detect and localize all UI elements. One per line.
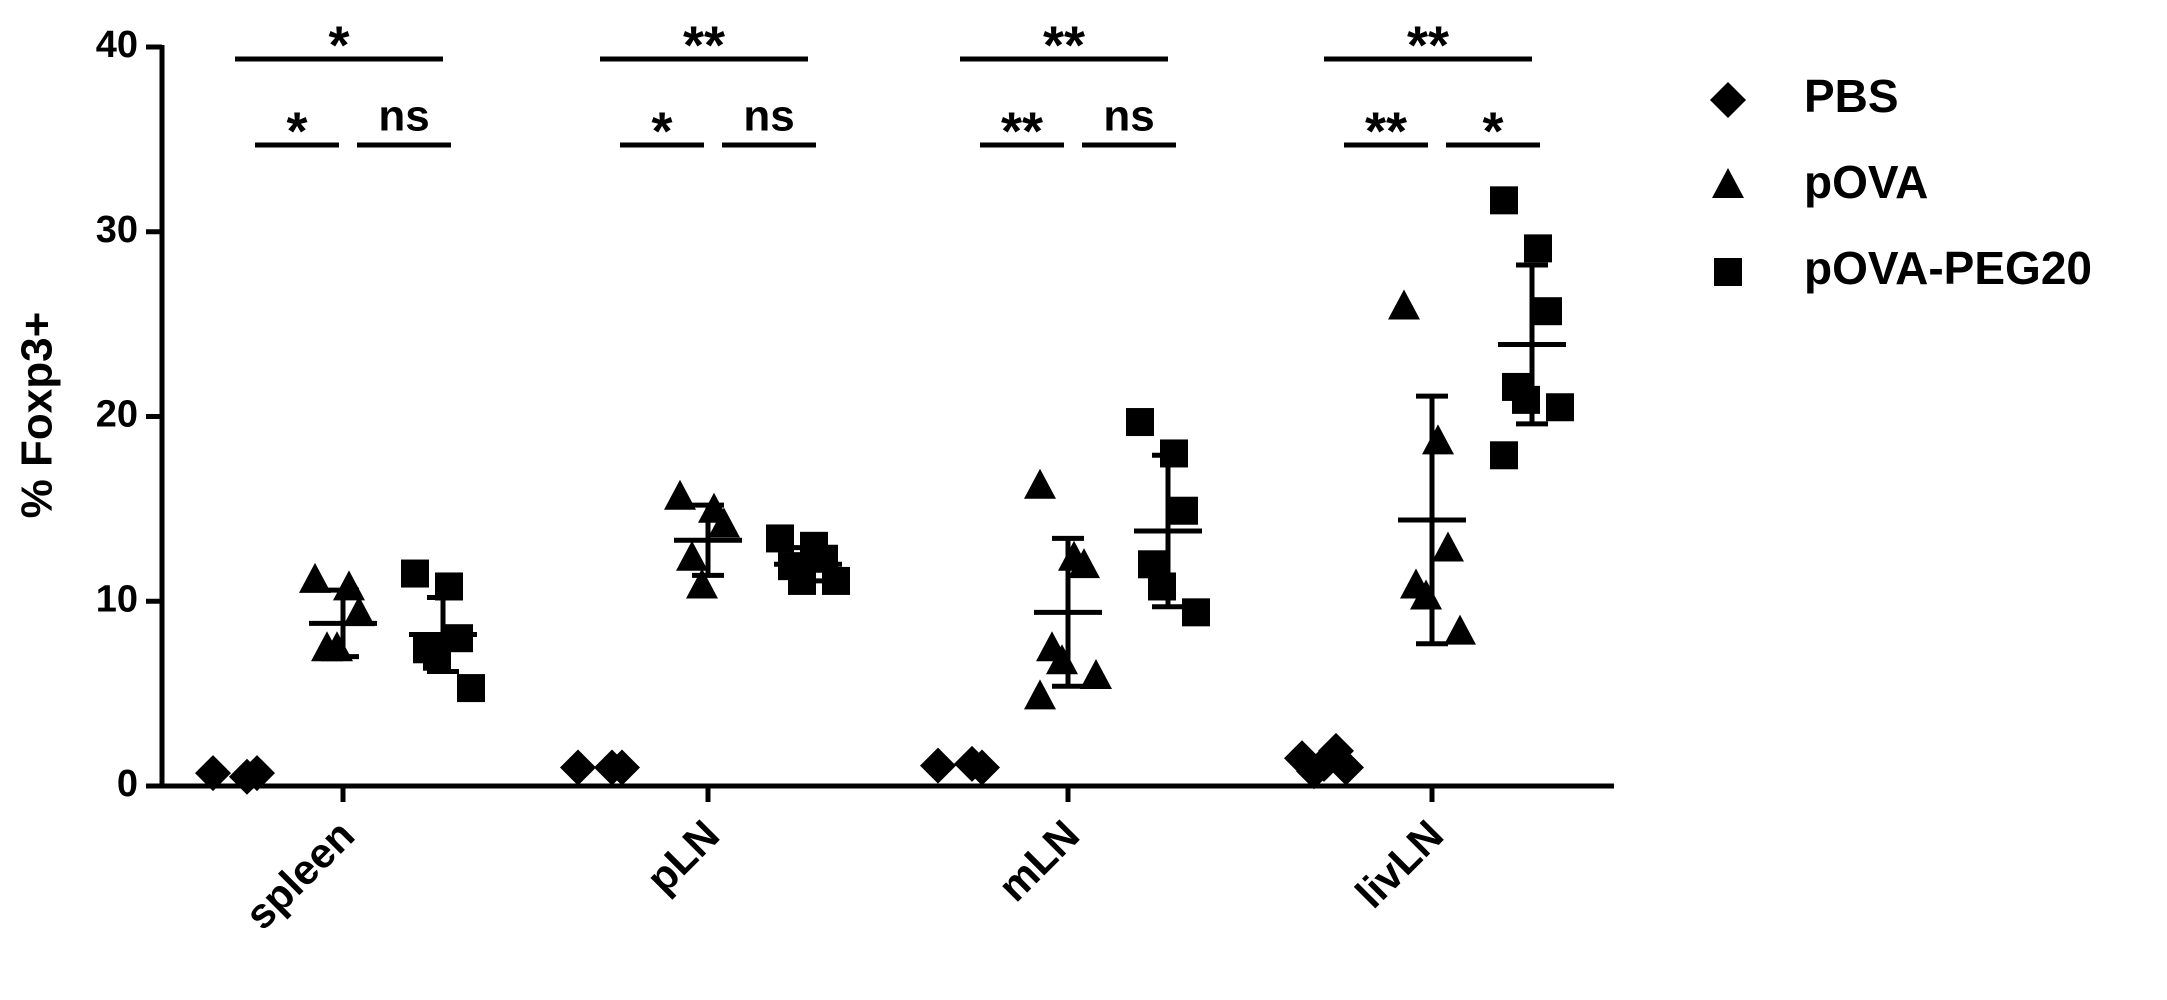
x-tick-label: spleen [236,811,363,938]
x-tick-label: mLN [989,811,1088,910]
triangle-point [1068,548,1100,579]
legend-marker [1710,82,1746,118]
square-point [1490,441,1518,470]
square-point [822,566,850,595]
square-point [1182,598,1210,627]
triangle-point [1024,679,1056,710]
diamond-point [195,755,231,792]
square-point [423,642,451,671]
legend-label: pOVA [1804,156,1928,208]
x-tick-label: livLN [1346,811,1452,917]
square-point [1126,408,1154,437]
triangle-point [708,507,740,538]
triangle-point [664,479,696,510]
legend-marker [1712,168,1744,198]
triangle-point [1388,289,1420,320]
y-tick-label: 20 [96,394,138,436]
legend-marker [1714,258,1742,286]
significance-label: * [286,101,307,161]
triangle-point [299,562,331,593]
significance-label: ns [378,92,429,141]
triangle-point [1080,658,1112,689]
square-point [766,524,794,553]
y-tick-label: 40 [96,24,138,66]
significance-label: * [651,101,672,161]
x-tick-label: pLN [637,811,728,902]
diamond-point [560,749,596,786]
legend-label: PBS [1804,70,1899,122]
legend-label: pOVA-PEG20 [1804,242,2092,294]
significance-label: ns [743,92,794,141]
square-point [1546,393,1574,422]
square-point [401,559,429,588]
significance-label: ** [1043,15,1085,75]
significance-label: ** [1407,15,1449,75]
square-point [1490,186,1518,215]
significance-label: ** [1001,101,1043,161]
triangle-point [343,596,375,627]
triangle-point [1024,468,1056,499]
triangle-point [333,570,365,601]
y-axis-label: % Foxp3+ [13,312,62,519]
diamond-point [1306,745,1342,782]
triangle-point [686,568,718,599]
significance-label: * [328,15,349,75]
diamond-point [964,749,1000,786]
triangle-point [1422,424,1454,455]
diamond-point [920,747,956,784]
triangle-point [1432,531,1464,562]
diamond-point [1328,749,1364,786]
diamond-point [239,755,275,792]
y-tick-label: 10 [96,578,138,620]
significance-label: ** [683,15,725,75]
square-point [1512,385,1540,414]
square-point [1170,496,1198,525]
y-tick-label: 0 [117,763,138,805]
significance-label: * [1482,101,1503,161]
y-tick-label: 30 [96,209,138,251]
square-point [1534,297,1562,326]
square-point [1524,234,1552,263]
diamond-point [604,749,640,786]
square-point [457,674,485,703]
significance-label: ns [1103,92,1154,141]
triangle-point [1444,614,1476,645]
square-point [1148,572,1176,601]
significance-label: ** [1365,101,1407,161]
triangle-point [676,540,708,571]
